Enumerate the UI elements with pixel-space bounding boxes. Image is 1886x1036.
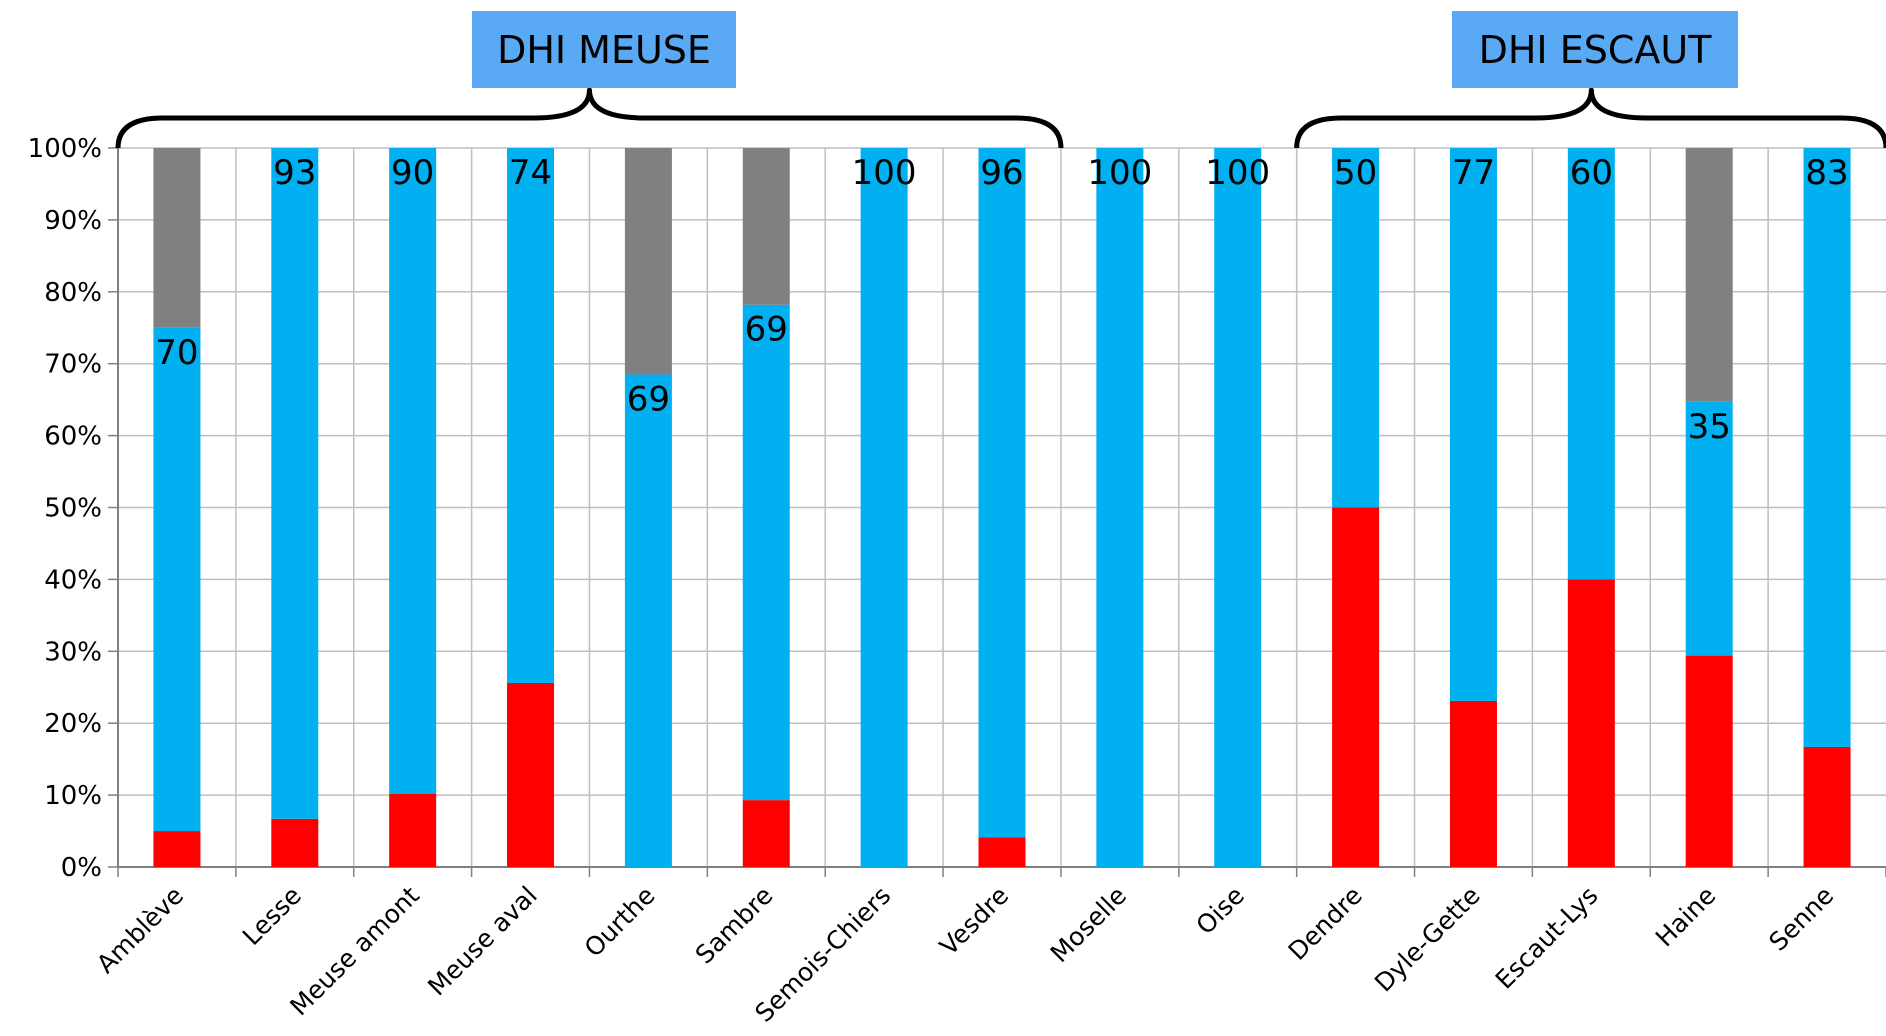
y-tick-label: 50%	[44, 494, 102, 524]
bar-segment-red	[1803, 746, 1851, 867]
data-label: 69	[627, 379, 670, 419]
data-label: 93	[273, 153, 316, 193]
x-category-label: Vesdre	[934, 881, 1014, 961]
x-category-label: Moselle	[1045, 881, 1132, 968]
data-label: 50	[1334, 153, 1377, 193]
y-tick-label: 70%	[44, 350, 102, 380]
group-label-meuse: DHI MEUSE	[472, 11, 736, 88]
bar-segment-blue	[742, 304, 790, 801]
bar-segment-gray	[742, 148, 790, 305]
bar-segment-red	[742, 800, 790, 867]
data-label: 70	[155, 333, 198, 373]
y-tick-label: 80%	[44, 278, 102, 308]
bar-segment-blue	[1685, 401, 1733, 656]
y-tick-label: 40%	[44, 565, 102, 595]
bar-segment-red	[1332, 507, 1380, 867]
bar-segment-blue	[1332, 148, 1380, 508]
data-label: 83	[1805, 153, 1848, 193]
y-tick-label: 20%	[44, 709, 102, 739]
y-tick-label: 10%	[44, 781, 102, 811]
data-label: 69	[745, 310, 788, 350]
bar-segment-blue	[1096, 148, 1144, 867]
x-category-label: Amblève	[91, 881, 189, 979]
data-label: 100	[852, 153, 917, 193]
bar-segment-red	[507, 682, 555, 867]
y-tick-label: 30%	[44, 637, 102, 667]
x-category-label: Haine	[1650, 881, 1722, 953]
group-label-escaut: DHI ESCAUT	[1452, 11, 1738, 88]
bar-segment-blue	[1449, 148, 1497, 701]
bar-segment-red	[1567, 579, 1615, 867]
bar-segment-blue	[271, 148, 319, 819]
data-label: 77	[1452, 153, 1495, 193]
bar-segment-blue	[389, 148, 437, 794]
x-category-label: Dendre	[1283, 881, 1368, 966]
data-label: 35	[1688, 407, 1731, 447]
y-tick-label: 90%	[44, 206, 102, 236]
bar-segment-blue	[153, 327, 201, 832]
bar-segment-red	[1449, 700, 1497, 867]
bar-segment-gray	[153, 148, 201, 328]
data-label: 100	[1087, 153, 1152, 193]
bar-segment-gray	[1685, 148, 1733, 402]
x-category-label: Meuse aval	[422, 881, 543, 1002]
bar-segment-blue	[1567, 148, 1615, 580]
x-category-label: Ourthe	[579, 881, 661, 963]
data-label: 60	[1570, 153, 1613, 193]
x-category-label: Senne	[1763, 881, 1839, 957]
x-category-label: Dyle-Gette	[1369, 881, 1486, 998]
bar-segment-blue	[860, 148, 908, 867]
group-brace	[115, 87, 1064, 149]
data-label: 90	[391, 153, 434, 193]
bar-segment-red	[153, 831, 201, 867]
bar-segment-blue	[507, 148, 555, 683]
bar-segment-blue	[624, 374, 672, 867]
group-brace	[1294, 87, 1886, 149]
x-category-label: Oise	[1191, 881, 1250, 940]
data-label: 100	[1205, 153, 1270, 193]
y-tick-label: 100%	[28, 134, 102, 164]
bar-segment-blue	[1803, 148, 1851, 747]
y-tick-label: 0%	[61, 853, 102, 883]
bar-segment-red	[271, 818, 319, 867]
bar-segment-gray	[624, 148, 672, 375]
bar-segment-red	[978, 837, 1026, 867]
data-label: 96	[980, 153, 1023, 193]
bar-segment-blue	[978, 148, 1026, 838]
bar-segment-blue	[1214, 148, 1262, 867]
x-category-label: Sambre	[690, 881, 779, 970]
bar-segment-red	[1685, 655, 1733, 867]
data-label: 74	[509, 153, 552, 193]
x-category-label: Lesse	[237, 881, 307, 951]
bar-segment-red	[389, 793, 437, 867]
y-tick-label: 60%	[44, 422, 102, 452]
x-category-label: Escaut-Lys	[1490, 881, 1604, 995]
